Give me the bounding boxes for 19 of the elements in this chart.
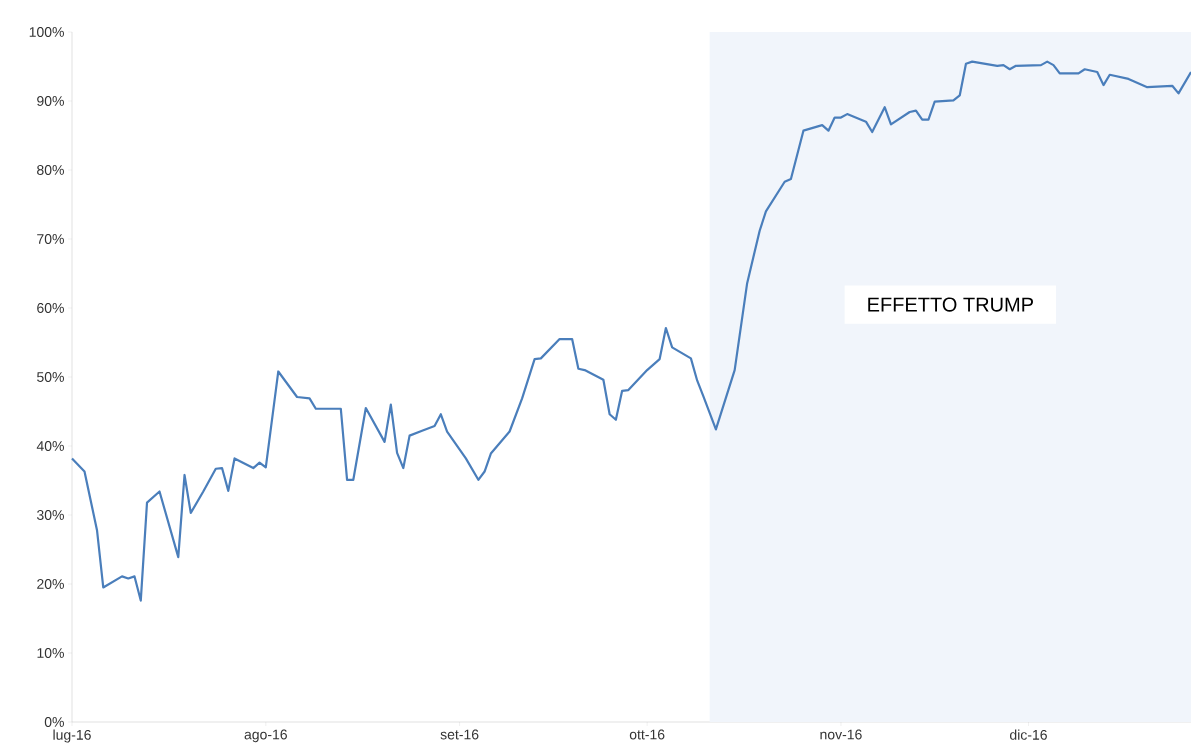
y-tick-label: 100% xyxy=(29,27,64,37)
y-tick-label: 10% xyxy=(37,648,64,658)
x-tick-label: lug-16 xyxy=(53,729,91,743)
x-tick-label: ago-16 xyxy=(244,729,287,743)
y-tick-label: 30% xyxy=(36,510,64,520)
x-tick-label: nov-16 xyxy=(820,729,862,740)
y-tick-label: 80% xyxy=(37,165,64,175)
line-series xyxy=(70,60,1191,602)
y-tick-label: 60% xyxy=(37,303,64,313)
y-tick-label: 20% xyxy=(37,579,64,589)
y-tick-label: 90% xyxy=(37,96,64,106)
y-tick-label: 50% xyxy=(37,372,64,382)
x-tick-label: dic-16 xyxy=(1010,729,1047,740)
y-tick-label: 40% xyxy=(36,441,64,451)
y-tick-label: 70% xyxy=(37,234,64,244)
x-tick-label: ott-16 xyxy=(629,729,665,740)
band-label: EFFETTO TRUMP xyxy=(868,297,1033,312)
x-tick-label: set-16 xyxy=(440,729,479,740)
y-tick-label: 0% xyxy=(44,717,64,727)
